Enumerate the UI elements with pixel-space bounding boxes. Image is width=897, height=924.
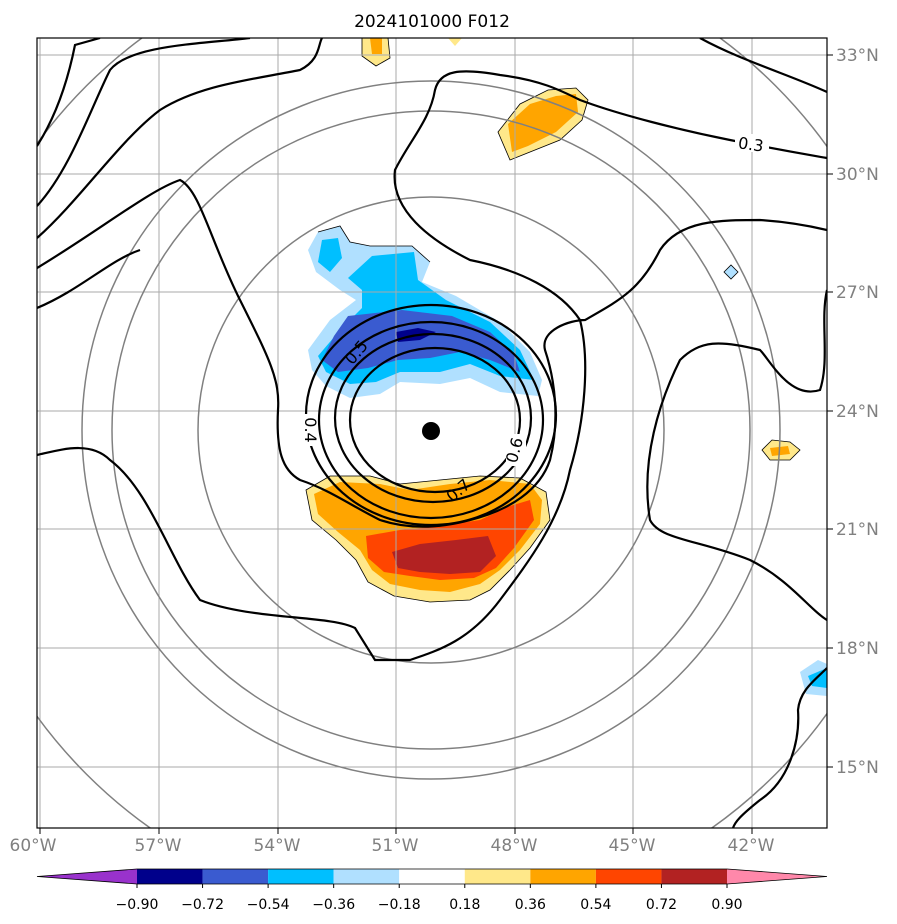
- colorbar-segment: [268, 869, 334, 884]
- lon-label: 45°W: [609, 836, 656, 856]
- positive-anomaly-field: [305, 38, 801, 603]
- lat-label: 18°N: [836, 639, 879, 659]
- colorbar-segment: [661, 869, 727, 884]
- colorbar-tick-label: 0.54: [580, 897, 611, 913]
- lat-label: 15°N: [836, 758, 879, 778]
- lon-label: 60°W: [10, 836, 57, 856]
- map-frame: [36, 37, 828, 829]
- colorbar-tick-label: 0.36: [515, 897, 546, 913]
- lat-axis: 33°N 30°N 27°N 24°N 21°N 18°N 15°N: [827, 46, 879, 778]
- lat-label: 30°N: [836, 165, 879, 185]
- lon-axis: 60°W 57°W 54°W 51°W 48°W 45°W 42°W: [10, 828, 775, 856]
- lon-label: 42°W: [728, 836, 775, 856]
- colorbar-ticks: −0.90 −0.72 −0.54 −0.36 −0.18 0.18 0.36 0.54 0.7…: [116, 884, 743, 913]
- contour-label-0.4: 0.4: [301, 417, 320, 442]
- lat-label: 33°N: [836, 46, 879, 66]
- lat-label: 21°N: [836, 520, 879, 540]
- colorbar-extension-left: [37, 869, 137, 884]
- colorbar-segment: [464, 869, 531, 884]
- lat-label: 24°N: [836, 402, 879, 422]
- colorbar-tick-label: −0.90: [116, 897, 159, 913]
- colorbar-segment: [333, 869, 400, 884]
- storm-center-marker: [422, 422, 440, 440]
- lat-label: 27°N: [836, 283, 879, 303]
- lat-lon-grid: [37, 38, 827, 828]
- colorbar-segment: [530, 869, 596, 884]
- colorbar-tick-label: 0.18: [449, 897, 480, 913]
- colorbar: −0.90 −0.72 −0.54 −0.36 −0.18 0.18 0.36 0.54 0.7…: [36, 868, 828, 913]
- colorbar-extension-right: [727, 869, 827, 884]
- colorbar-segment: [202, 869, 269, 884]
- lon-label: 51°W: [372, 836, 419, 856]
- colorbar-tick-label: −0.54: [247, 897, 290, 913]
- lon-label: 54°W: [254, 836, 301, 856]
- colorbar-tick-label: 0.72: [646, 897, 677, 913]
- lon-label: 48°W: [491, 836, 538, 856]
- colorbar-segments: [36, 868, 828, 885]
- colorbar-tick-label: −0.72: [181, 897, 224, 913]
- contour-lines: [37, 38, 827, 828]
- map-title: 2024101000 F012: [354, 12, 510, 32]
- colorbar-tick-label: 0.90: [711, 897, 742, 913]
- lon-label: 57°W: [135, 836, 182, 856]
- colorbar-segment: [595, 869, 662, 884]
- colorbar-segment: [137, 869, 203, 884]
- colorbar-segment: [399, 869, 465, 884]
- contour-label-0.3: 0.3: [737, 133, 765, 155]
- colorbar-tick-label: −0.36: [312, 897, 355, 913]
- colorbar-tick-label: −0.18: [378, 897, 421, 913]
